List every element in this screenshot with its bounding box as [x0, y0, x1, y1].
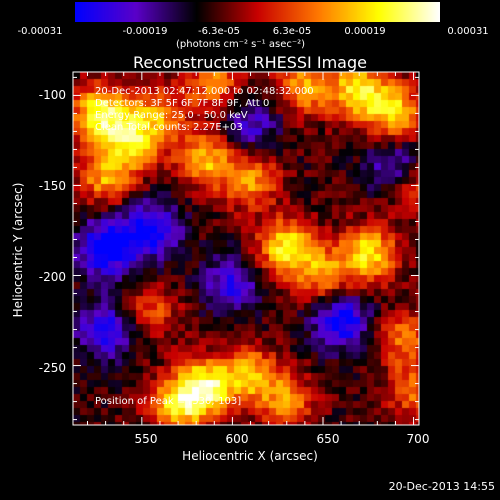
timestamp-footer: 20-Dec-2013 14:55 [388, 480, 495, 493]
colorbar [75, 2, 440, 22]
y-tick-label: -250 [38, 361, 66, 375]
x-tick-label: 600 [225, 432, 249, 446]
annotation-time: 20-Dec-2013 02:47:12.000 to 02:48:32.000 [95, 86, 314, 97]
rhessi-image: 20-Dec-2013 02:47:12.000 to 02:48:32.000… [73, 72, 419, 425]
colorbar-units: (photons cm⁻² s⁻¹ asec⁻²) [176, 39, 306, 50]
annotation-energy: Energy Range: 25.0 - 50.0 keV [95, 110, 248, 121]
image-title: Reconstructed RHESSI Image [133, 53, 367, 72]
colorbar-tick-label: 0.00031 [447, 26, 489, 37]
colorbar-tick-label: -0.00031 [17, 26, 63, 37]
y-tick-label: -100 [38, 88, 66, 102]
colorbar-tick-label: 0.00019 [344, 26, 386, 37]
x-tick-label: 700 [406, 432, 430, 446]
x-tick-label: 650 [316, 432, 340, 446]
annotation-algorithm: Clean Total counts: 2.27E+03 [95, 122, 243, 133]
y-axis-label: Heliocentric Y (arcsec) [11, 182, 25, 318]
colorbar-tick-label: 6.3e-05 [272, 26, 312, 37]
colorbar-tick-label: -6.3e-05 [198, 26, 240, 37]
colorbar-gradient [75, 2, 440, 22]
x-axis-label: Heliocentric X (arcsec) [182, 449, 318, 463]
annotation-peak: Position of Peak = [530,-103] [95, 396, 242, 407]
y-tick-label: -200 [38, 270, 66, 284]
y-tick-label: -150 [38, 179, 66, 193]
colorbar-tick-label: -0.00019 [122, 26, 168, 37]
x-tick-label: 550 [134, 432, 158, 446]
annotation-detectors: Detectors: 3F 5F 6F 7F 8F 9F, Att 0 [95, 98, 270, 109]
